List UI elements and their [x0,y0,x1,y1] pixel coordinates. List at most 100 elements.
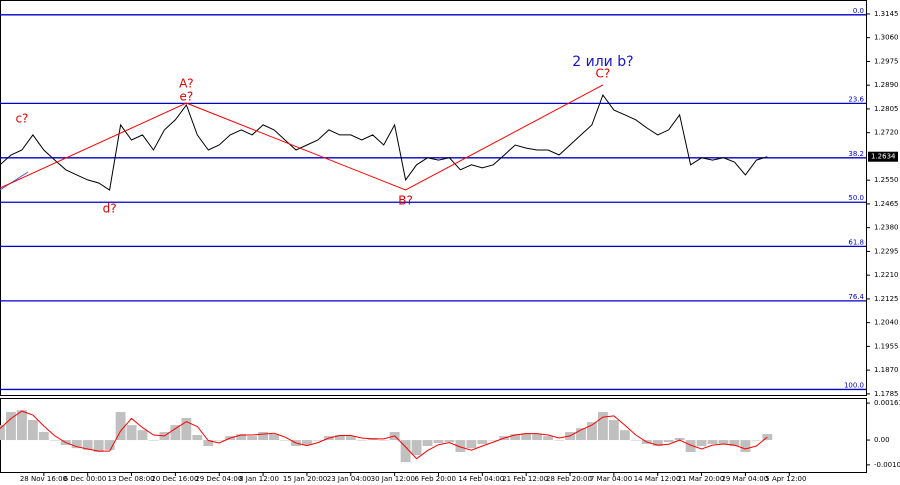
fib-label: 76.4 [848,293,864,301]
histogram-bar [619,430,630,441]
histogram-bar [740,440,751,453]
histogram-bar [203,440,214,447]
trend-line [0,171,29,191]
histogram-bar [422,440,433,447]
wave-line [0,84,604,191]
x-tick-label: 28 Nov 16:00 [20,475,67,483]
x-tick-label: 29 Dec 04:00 [195,475,242,483]
wave-label: B? [398,193,413,207]
wave-label: C? [596,67,611,81]
histogram-bar [302,440,312,446]
histogram-bar [71,440,82,449]
fib-label: 38.2 [848,150,864,158]
histogram-bar [521,433,532,441]
histogram-bar [170,425,181,441]
fib-label: 100.0 [844,381,864,389]
y-tick-label: 1.2975 [874,57,899,65]
histogram-bar [104,440,115,450]
histogram-bar [345,436,356,441]
histogram-bar [543,436,554,441]
histogram-bar [433,440,444,444]
histogram-bar [608,420,619,441]
histogram-bar [27,420,38,441]
histogram-bar [49,440,60,441]
histogram-bar [411,440,422,455]
histogram-bar [93,440,104,453]
y-tick-label: 1.1785 [874,390,899,398]
x-tick-label: 29 Mar 04:00 [721,475,768,483]
x-tick-label: 6 Dec 00:00 [64,475,107,483]
x-tick-label: 6 Feb 20:00 [414,475,455,483]
histogram-bar [192,435,203,441]
histogram-bar [477,440,488,444]
histogram-bar [554,440,564,441]
histogram-bar [280,440,290,441]
histogram-bar [356,440,367,441]
x-tick-label: 7 Mar 04:00 [590,475,632,483]
histogram-bar [576,428,586,441]
histogram-bar [400,440,411,463]
y-tick-label: 1.2295 [874,247,899,255]
histogram-bar [696,440,707,447]
signal-line [0,410,768,460]
y-tick-label: 1.1870 [874,366,899,374]
price-line [0,93,768,191]
histogram-bar [729,440,740,447]
y-tick-label: 0.00 [874,436,890,444]
y-tick-label: 1.2210 [874,271,899,279]
histogram-bar [762,434,773,441]
histogram-bar [685,440,696,453]
y-tick-label: 1.2550 [874,176,899,184]
histogram-bar [455,440,466,453]
x-tick-label: 14 Feb 04:00 [458,475,504,483]
x-tick-label: 21 Feb 12:00 [502,475,548,483]
histogram-bar [214,440,225,441]
x-tick-label: 30 Jan 12:00 [371,475,415,483]
wave-label: d? [103,201,117,215]
x-tick-label: 20 Dec 16:00 [151,475,198,483]
fib-label: 61.8 [848,238,864,246]
histogram-bar [532,434,543,441]
histogram-bar [312,440,323,441]
y-tick-label: 1.2465 [874,200,899,208]
current-price-box [868,151,898,162]
histogram-bar [16,410,27,441]
y-tick-label: 1.3060 [874,34,899,42]
histogram-bar [126,425,137,441]
y-tick-label: 1.1955 [874,342,899,350]
histogram-bar [378,440,389,441]
histogram-bar [181,417,192,441]
histogram-bar [707,440,718,444]
histogram-bar [236,434,247,441]
y-tick-label: 1.2040 [874,319,899,327]
fib-label: 0.0 [853,7,864,15]
histogram-bar [630,440,641,441]
y-tick-label: 0.00161 [874,399,900,407]
histogram-bar [247,436,258,441]
x-tick-label: 23 Jan 04:00 [327,475,371,483]
histogram-bar [597,412,608,441]
y-tick-label: 1.2125 [874,295,899,303]
histogram-bar [488,440,499,441]
histogram-bar [137,430,148,441]
histogram-bar [0,425,5,441]
fib-label: 23.6 [848,95,864,103]
histogram-bar [6,412,16,441]
y-tick-label: 1.2890 [874,81,899,89]
wave-label: A? [179,76,194,90]
x-tick-label: 21 Mar 20:00 [678,475,725,483]
x-tick-label: 15 Jan 20:00 [283,475,327,483]
histogram-bar [718,440,729,444]
x-tick-label: 5 Apr 12:00 [765,475,806,483]
histogram-bar [444,440,455,443]
x-tick-label: 13 Dec 08:00 [108,475,155,483]
histogram-bar [115,412,126,441]
histogram-bar [587,422,597,441]
y-tick-label: 1.2805 [874,105,899,113]
histogram-bar [663,440,674,443]
main-panel [0,0,867,396]
y-tick-label: -0.00108 [874,461,900,469]
histogram-bar [510,434,521,441]
wave-label: 2 или b? [572,54,633,70]
